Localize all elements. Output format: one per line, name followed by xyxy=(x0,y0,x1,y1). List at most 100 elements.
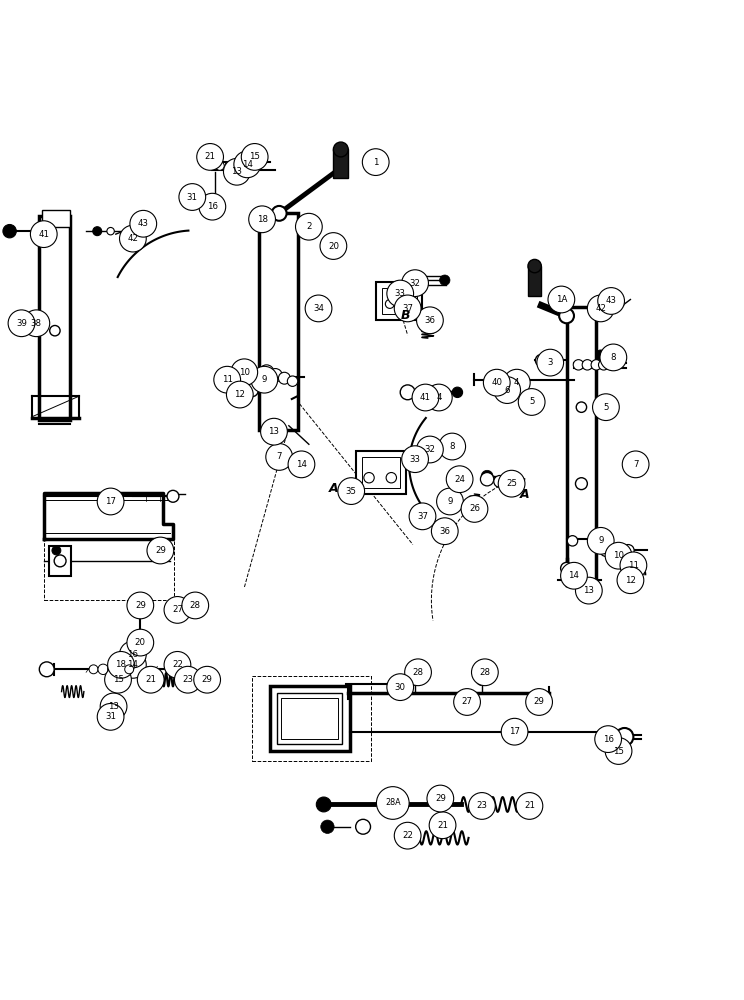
Text: 38: 38 xyxy=(31,319,42,328)
Circle shape xyxy=(288,451,315,478)
Text: 37: 37 xyxy=(403,304,413,313)
Circle shape xyxy=(364,473,374,483)
Text: 40: 40 xyxy=(491,378,502,387)
Circle shape xyxy=(561,562,587,589)
Circle shape xyxy=(260,418,287,445)
Circle shape xyxy=(287,376,298,386)
Circle shape xyxy=(617,567,644,594)
Circle shape xyxy=(429,812,456,839)
Circle shape xyxy=(105,666,132,693)
Text: 14: 14 xyxy=(296,460,307,469)
Bar xyxy=(49,546,71,576)
Text: 1A: 1A xyxy=(556,295,567,304)
Text: 13: 13 xyxy=(269,427,280,436)
Circle shape xyxy=(248,206,275,233)
Text: 41: 41 xyxy=(38,230,49,239)
Circle shape xyxy=(278,372,290,384)
Text: 18: 18 xyxy=(257,215,268,224)
Circle shape xyxy=(100,693,127,720)
Circle shape xyxy=(97,703,124,730)
Text: 16: 16 xyxy=(603,735,614,744)
Circle shape xyxy=(600,344,626,371)
Circle shape xyxy=(575,577,602,604)
Circle shape xyxy=(321,820,334,833)
Circle shape xyxy=(385,299,394,308)
Circle shape xyxy=(411,274,423,286)
Circle shape xyxy=(481,473,494,486)
Circle shape xyxy=(528,259,542,273)
Circle shape xyxy=(97,488,124,515)
Circle shape xyxy=(461,496,488,522)
Circle shape xyxy=(193,666,220,693)
Text: 9: 9 xyxy=(598,536,603,545)
Bar xyxy=(269,686,350,751)
Text: 37: 37 xyxy=(417,512,428,521)
Text: 21: 21 xyxy=(524,801,535,810)
Bar xyxy=(333,149,348,178)
Text: 16: 16 xyxy=(127,650,138,659)
Text: 10: 10 xyxy=(613,551,624,560)
Circle shape xyxy=(417,436,443,463)
Text: 43: 43 xyxy=(138,219,149,228)
Text: 30: 30 xyxy=(395,683,405,692)
Circle shape xyxy=(536,696,548,708)
Circle shape xyxy=(402,446,429,473)
Circle shape xyxy=(402,270,429,297)
Circle shape xyxy=(23,310,50,337)
Circle shape xyxy=(598,360,609,370)
Circle shape xyxy=(622,451,649,478)
Circle shape xyxy=(469,793,496,819)
Circle shape xyxy=(196,144,223,170)
Circle shape xyxy=(225,161,234,170)
Circle shape xyxy=(179,184,205,210)
Circle shape xyxy=(31,221,57,248)
Text: A: A xyxy=(329,482,339,495)
Circle shape xyxy=(394,295,421,322)
Circle shape xyxy=(272,206,286,221)
Circle shape xyxy=(427,785,454,812)
Text: 35: 35 xyxy=(346,487,356,496)
Circle shape xyxy=(54,555,66,567)
Circle shape xyxy=(89,665,98,674)
Text: 15: 15 xyxy=(613,747,624,756)
Text: 15: 15 xyxy=(112,675,124,684)
Circle shape xyxy=(362,149,389,175)
Text: 5: 5 xyxy=(603,403,609,412)
Text: 12: 12 xyxy=(234,390,246,399)
Circle shape xyxy=(432,518,458,545)
Text: A: A xyxy=(519,488,529,501)
Circle shape xyxy=(446,466,473,493)
Text: 7: 7 xyxy=(277,452,282,461)
Circle shape xyxy=(305,295,332,322)
Circle shape xyxy=(573,360,583,370)
Text: 3: 3 xyxy=(548,358,553,367)
Text: 24: 24 xyxy=(454,475,465,484)
Text: 14: 14 xyxy=(242,160,253,169)
Text: 1: 1 xyxy=(373,158,379,167)
Text: 23: 23 xyxy=(182,675,193,684)
Circle shape xyxy=(400,385,415,400)
Circle shape xyxy=(386,473,397,483)
Text: B: B xyxy=(401,309,410,322)
Text: 2: 2 xyxy=(306,222,312,231)
Circle shape xyxy=(595,350,606,360)
Text: 31: 31 xyxy=(187,193,198,202)
Circle shape xyxy=(437,488,464,515)
Circle shape xyxy=(8,310,35,337)
Bar xyxy=(251,676,371,761)
Bar xyxy=(42,210,71,227)
Circle shape xyxy=(266,444,292,470)
Circle shape xyxy=(39,662,54,677)
Circle shape xyxy=(605,738,632,764)
Text: 9: 9 xyxy=(447,497,452,506)
Circle shape xyxy=(147,537,173,564)
Circle shape xyxy=(387,674,414,701)
Text: 29: 29 xyxy=(435,794,446,803)
Circle shape xyxy=(185,188,199,203)
Circle shape xyxy=(494,377,521,403)
Text: 9: 9 xyxy=(262,375,267,384)
Text: 28A: 28A xyxy=(385,798,400,807)
Circle shape xyxy=(559,308,574,323)
Text: 27: 27 xyxy=(172,605,183,614)
Text: 14: 14 xyxy=(127,660,138,669)
